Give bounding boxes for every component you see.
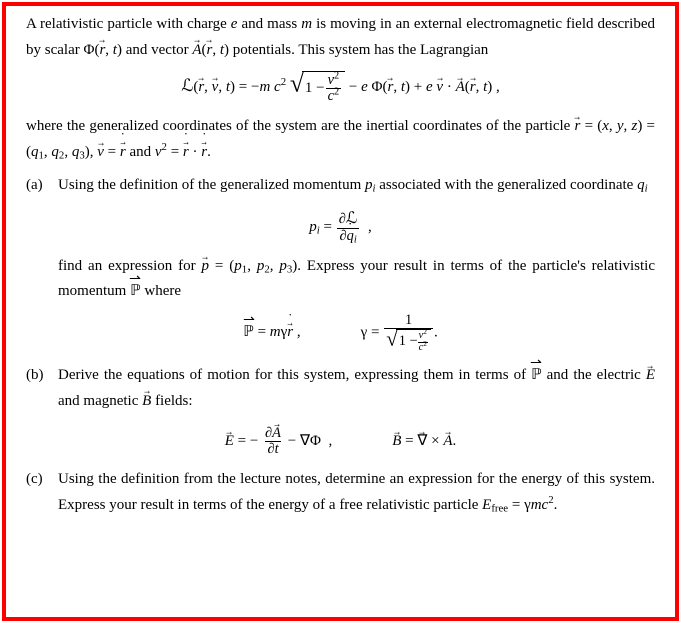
problem-frame: A relativistic particle with charge e an… (2, 2, 679, 621)
part-a: (a) Using the definition of the generali… (26, 173, 655, 203)
b-t2: and the electric (542, 367, 646, 383)
part-c: (c) Using the definition from the lectur… (26, 467, 655, 522)
a-t5: where (141, 283, 181, 299)
part-c-p1: Using the definition from the lecture no… (58, 467, 655, 518)
coords-paragraph: where the generalized coordinates of the… (26, 114, 655, 165)
part-b: (b) Derive the equations of motion for t… (26, 363, 655, 418)
a-t1: Using the definition of the generalized … (58, 177, 365, 193)
eq-pi-def: pi = ∂ℒ∂qi , (26, 211, 655, 244)
part-a-p2: find an expression for p = (p1, p2, p3).… (58, 254, 655, 305)
lagrangian-equation: ℒ(r, v, t) = −m c2 √1 − v2c2 − e Φ(r, t)… (26, 71, 655, 104)
coords-t1: where the generalized coordinates of the… (26, 118, 575, 134)
sym-m: m (301, 16, 312, 32)
part-b-p1: Derive the equations of motion for this … (58, 363, 655, 414)
part-a-p1: Using the definition of the generalized … (58, 173, 655, 199)
eq-E-B: E = − ∂A∂t − ∇Φ , B = ∇ × A. (26, 426, 655, 457)
c-t2: . (554, 497, 558, 513)
intro-t4: and vector (122, 42, 192, 58)
b-t3: and magnetic (58, 393, 142, 409)
coords-t2: and (126, 144, 155, 160)
b-t1: Derive the equations of motion for this … (58, 367, 531, 383)
problem-content: A relativistic particle with charge e an… (26, 12, 655, 522)
b-t4: fields: (151, 393, 192, 409)
a-t2: associated with the generalized coordina… (376, 177, 638, 193)
part-a-label: (a) (26, 173, 58, 203)
intro-t5: potentials. This system has the Lagrangi… (229, 42, 488, 58)
eq-P-gamma: ℙ = mγr , γ = 1 √1 − v2c2 . (26, 313, 655, 353)
intro-t2: and mass (237, 16, 301, 32)
part-b-label: (b) (26, 363, 58, 418)
part-c-label: (c) (26, 467, 58, 522)
c-t1: Using the definition from the lecture no… (58, 471, 655, 513)
intro-paragraph: A relativistic particle with charge e an… (26, 12, 655, 63)
